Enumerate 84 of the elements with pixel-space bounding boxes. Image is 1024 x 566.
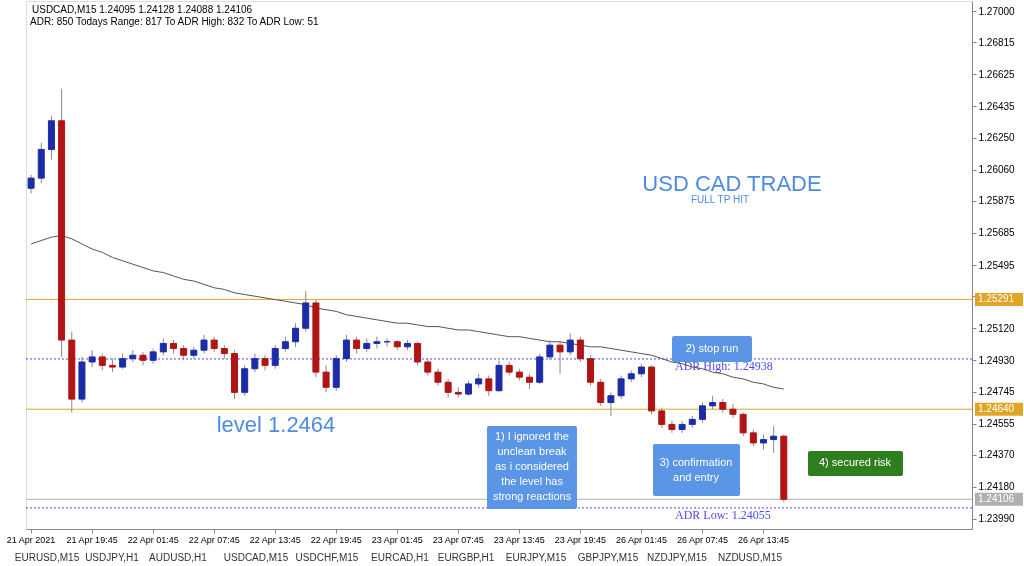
- text: ADR: 850 Todays Range: 817 To ADR High: 832 To ADR Low: 51: [30, 16, 319, 27]
- text: NZDJPY,M15: [647, 552, 708, 563]
- candlestick: [373, 336, 381, 349]
- x-tick-label: 23 Apr 07:45: [432, 534, 484, 545]
- candlestick: [88, 349, 96, 368]
- y-tick-label: 1.26435: [978, 100, 1016, 112]
- text: EURCAD,H1: [371, 552, 430, 563]
- y-tick-label: 1.25120: [978, 322, 1016, 334]
- candlestick: [322, 364, 330, 393]
- candlestick: [342, 334, 350, 363]
- candlestick: [444, 378, 452, 398]
- candlestick: [271, 344, 279, 370]
- y-tick-label: 1.24555: [978, 418, 1016, 430]
- x-tick-label: 26 Apr 07:45: [676, 534, 728, 545]
- y-tick-label: 1.25875: [978, 195, 1016, 207]
- candlestick: [546, 339, 554, 361]
- y-tick-label: 1.25685: [978, 227, 1016, 239]
- candlestick: [556, 341, 564, 375]
- candlestick: [566, 332, 574, 356]
- text: AUDUSD,H1: [149, 552, 208, 563]
- annotation: 2) stop run: [685, 342, 739, 354]
- ref-line-label: 1.25291: [978, 293, 1015, 305]
- text: GBPJPY,M15: [577, 552, 639, 563]
- ref-line-label: ADR Low: 1.24055: [675, 507, 771, 522]
- y-tick-label: 1.25495: [978, 259, 1016, 271]
- text: USDJPY,H1: [85, 552, 140, 563]
- ref-line-label: 1.24106: [978, 493, 1015, 505]
- candlestick: [292, 322, 300, 348]
- y-tick-label: 1.24745: [978, 386, 1016, 398]
- candlestick: [698, 401, 706, 424]
- x-tick-label: 23 Apr 01:45: [371, 534, 423, 545]
- candlestick: [414, 341, 422, 366]
- annotation: level 1.2464: [216, 412, 336, 438]
- candlestick: [200, 334, 208, 355]
- candlestick: [27, 174, 35, 194]
- candlestick: [739, 412, 747, 437]
- text: EURJPY,M15: [505, 552, 567, 563]
- ref-line-label: 1.24640: [978, 403, 1015, 415]
- y-tick-label: 1.26060: [978, 164, 1016, 176]
- chart-title: USDCAD,M15 1.24095 1.24128 1.24088 1.24106: [32, 4, 253, 15]
- y-tick-label: 1.27000: [978, 5, 1016, 17]
- x-tick-label: 23 Apr 13:45: [493, 534, 545, 545]
- x-tick-label: 22 Apr 13:45: [249, 534, 301, 545]
- x-tick-label: 21 Apr 2021: [6, 534, 56, 545]
- candlestick: [658, 407, 666, 429]
- x-tick-label: 23 Apr 19:45: [554, 534, 606, 545]
- candlestick: [241, 364, 249, 397]
- candlestick: [729, 403, 737, 419]
- candlestick: [678, 420, 686, 434]
- y-tick-label: 1.26815: [978, 36, 1016, 48]
- x-tick-label: 22 Apr 01:45: [127, 534, 179, 545]
- y-tick-label: 1.24370: [978, 449, 1016, 461]
- y-tick-label: 1.26250: [978, 132, 1016, 144]
- candlestick: [251, 353, 259, 373]
- text: EURGBP,H1: [437, 552, 495, 563]
- annotation: 1) I ignored the unclean break as i considered the level has strong reactions: [492, 430, 572, 502]
- candlestick: [576, 336, 584, 363]
- candlestick: [770, 425, 778, 454]
- y-tick-label: 1.26625: [978, 68, 1016, 80]
- y-tick-label: 1.24930: [978, 354, 1016, 366]
- candlestick: [261, 354, 269, 371]
- candlestick: [617, 374, 625, 400]
- x-tick-label: 26 Apr 01:45: [615, 534, 667, 545]
- y-tick-label: 1.24180: [978, 481, 1016, 493]
- annotation: USD CAD TRADE: [642, 171, 822, 196]
- annotation: FULL TP HIT: [690, 194, 750, 205]
- candlestick: [139, 351, 147, 366]
- annotation: 4) secured risk: [818, 456, 892, 468]
- text: USDCHF,M15: [295, 552, 359, 563]
- annotation: 3) confirmation and entry: [659, 455, 733, 483]
- x-tick-label: 26 Apr 13:45: [737, 534, 789, 545]
- candlestick: [587, 354, 595, 387]
- candlestick: [607, 391, 615, 417]
- candlestick: [668, 420, 676, 434]
- text: USDCAD,M15: [223, 552, 289, 563]
- x-tick-label: 21 Apr 19:45: [66, 534, 118, 545]
- x-tick-label: 22 Apr 19:45: [310, 534, 362, 545]
- candlestick: [485, 374, 493, 397]
- candlestick: [597, 378, 605, 407]
- text: EURUSD,M15: [14, 552, 80, 563]
- text: NZDUSD,M15: [718, 552, 783, 563]
- y-tick-label: 1.23990: [978, 513, 1016, 525]
- x-tick-label: 22 Apr 07:45: [188, 534, 240, 545]
- line-series: [30, 234, 785, 390]
